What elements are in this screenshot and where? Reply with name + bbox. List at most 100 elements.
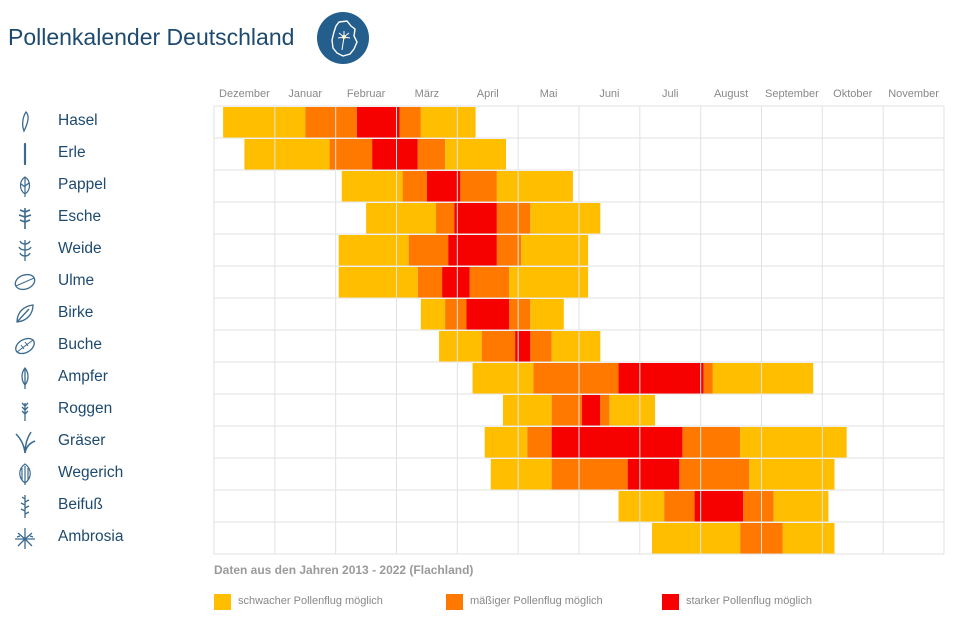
bar-roggen-moderate-1 — [551, 395, 583, 426]
bar-esche-weak-4 — [530, 203, 601, 234]
bar-weide-strong-2 — [448, 235, 497, 266]
bar-birke-moderate-3 — [509, 299, 531, 330]
rye-ear-icon — [12, 397, 38, 423]
bar-ampfer-strong-2 — [618, 363, 704, 394]
plant-label-beifuß: Beifuß — [58, 496, 103, 513]
month-label: Dezember — [219, 88, 270, 100]
plant-label-wegerich: Wegerich — [58, 464, 124, 481]
month-label: März — [414, 88, 440, 100]
bar-hasel-weak-4 — [420, 107, 476, 138]
bar-hasel-weak-0 — [223, 107, 306, 138]
data-source-note: Daten aus den Jahren 2013 - 2022 (Flachl… — [214, 563, 474, 577]
bar-beifuß-weak-0 — [618, 491, 665, 522]
willow-branch-icon — [12, 237, 38, 263]
hazel-catkin-icon — [12, 109, 38, 135]
month-label: Juli — [661, 88, 679, 100]
bar-ulme-weak-0 — [338, 267, 418, 298]
bar-buche-strong-2 — [515, 331, 531, 362]
plant-label-buche: Buche — [58, 336, 102, 353]
bar-wegerich-strong-2 — [627, 459, 680, 490]
bar-esche-moderate-1 — [436, 203, 455, 234]
month-label: August — [713, 88, 749, 100]
bar-ulme-weak-4 — [509, 267, 589, 298]
bar-ampfer-weak-4 — [712, 363, 814, 394]
bar-weide-weak-0 — [338, 235, 409, 266]
month-label: Januar — [288, 88, 323, 100]
month-label: Februar — [346, 88, 386, 100]
bar-ampfer-moderate-3 — [703, 363, 713, 394]
month-label: Juni — [599, 88, 620, 100]
bar-ulme-moderate-3 — [469, 267, 510, 298]
bar-erle-weak-0 — [244, 139, 330, 170]
month-label: September — [765, 88, 819, 100]
legend-weak-swatch — [214, 594, 231, 610]
bar-beifuß-weak-4 — [773, 491, 829, 522]
bar-weide-moderate-1 — [408, 235, 449, 266]
bar-buche-weak-4 — [551, 331, 601, 362]
bar-ampfer-weak-0 — [472, 363, 534, 394]
plant-label-pappel: Pappel — [58, 176, 107, 193]
bar-beifuß-strong-2 — [694, 491, 744, 522]
bar-buche-weak-0 — [439, 331, 482, 362]
ragweed-icon — [12, 525, 38, 551]
bar-roggen-moderate-3 — [600, 395, 610, 426]
sorrel-leaf-icon — [12, 365, 38, 391]
legend-weak-label: schwacher Pollenflug möglich — [238, 595, 383, 607]
plant-label-roggen: Roggen — [58, 400, 113, 417]
plant-label-weide: Weide — [58, 240, 102, 257]
plant-label-esche: Esche — [58, 208, 102, 225]
bar-erle-moderate-1 — [329, 139, 373, 170]
bar-pappel-strong-2 — [426, 171, 461, 202]
bar-roggen-weak-4 — [609, 395, 656, 426]
month-label: November — [888, 88, 939, 100]
plant-label-ambrosia: Ambrosia — [58, 528, 124, 545]
plant-label-ampfer: Ampfer — [58, 368, 108, 385]
bar-ampfer-moderate-1 — [533, 363, 619, 394]
grass-icon — [12, 429, 38, 455]
bar-weide-weak-4 — [521, 235, 589, 266]
ash-leaf-icon — [12, 205, 38, 231]
plantain-leaf-icon — [12, 461, 38, 487]
bar-hasel-moderate-1 — [305, 107, 357, 138]
bar-birke-weak-4 — [530, 299, 564, 330]
legend-strong-label: starker Pollenflug möglich — [686, 595, 812, 607]
bar-gräser-weak-0 — [484, 427, 528, 458]
month-label: Oktober — [833, 88, 873, 100]
bar-ambrosia-weak-2 — [782, 523, 835, 554]
bar-gräser-moderate-3 — [682, 427, 741, 458]
bar-pappel-weak-0 — [341, 171, 403, 202]
month-label: April — [476, 88, 499, 100]
bar-ulme-strong-2 — [442, 267, 470, 298]
bar-beifuß-moderate-3 — [743, 491, 774, 522]
page-title: Pollenkalender Deutschland — [8, 24, 295, 50]
bar-erle-strong-2 — [372, 139, 418, 170]
bar-wegerich-moderate-3 — [679, 459, 750, 490]
bar-ambrosia-weak-0 — [652, 523, 741, 554]
mugwort-icon — [12, 493, 38, 519]
bar-gräser-weak-4 — [740, 427, 847, 458]
bar-wegerich-weak-0 — [490, 459, 552, 490]
bar-buche-moderate-3 — [530, 331, 552, 362]
beech-leaf-icon — [12, 333, 38, 359]
bar-pappel-weak-4 — [496, 171, 573, 202]
legend-moderate-label: mäßiger Pollenflug möglich — [470, 595, 603, 607]
bar-erle-moderate-3 — [417, 139, 446, 170]
plant-label-erle: Erle — [58, 144, 86, 161]
bar-wegerich-moderate-1 — [551, 459, 628, 490]
legend-moderate-swatch — [446, 594, 463, 610]
bar-gräser-strong-2 — [551, 427, 683, 458]
bar-roggen-weak-0 — [502, 395, 552, 426]
plant-label-gräser: Gräser — [58, 432, 106, 449]
bar-roggen-strong-2 — [582, 395, 601, 426]
bar-weide-moderate-3 — [496, 235, 522, 266]
bar-pappel-moderate-3 — [460, 171, 497, 202]
bar-birke-weak-0 — [420, 299, 446, 330]
plant-label-birke: Birke — [58, 304, 94, 321]
plant-label-hasel: Hasel — [58, 112, 98, 129]
bar-hasel-moderate-3 — [399, 107, 421, 138]
month-label: Mai — [539, 88, 558, 100]
bar-wegerich-weak-4 — [749, 459, 835, 490]
poplar-leaf-icon — [12, 173, 38, 199]
bar-birke-moderate-1 — [445, 299, 467, 330]
